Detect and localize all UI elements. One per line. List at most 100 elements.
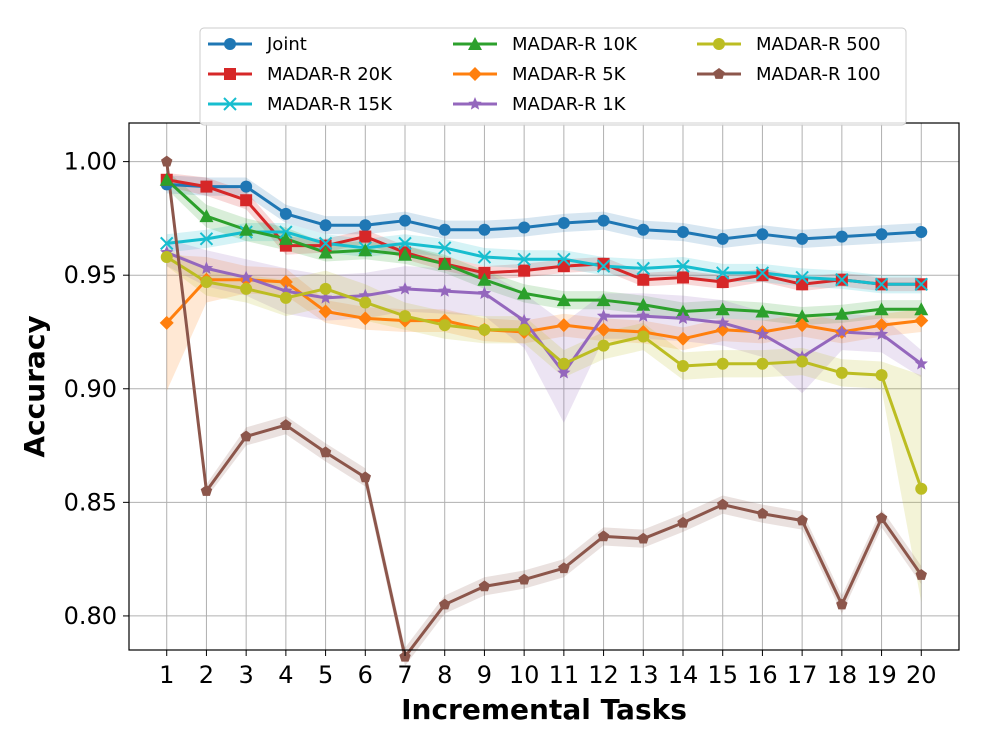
series-6-point — [835, 324, 849, 338]
series-2-point — [756, 269, 769, 282]
x-tick-label: 20 — [906, 661, 937, 689]
series-3-point — [160, 236, 174, 251]
series-4-point — [199, 209, 214, 223]
series-1-point — [796, 232, 809, 245]
legend-entry-6-label: MADAR-R 1K — [512, 94, 627, 115]
x-tick-label: 11 — [549, 661, 580, 689]
legend-entry-5-label: MADAR-R 5K — [512, 64, 627, 85]
series-7-point — [478, 323, 491, 336]
series-2-point — [240, 194, 253, 207]
series-7-point — [796, 355, 809, 368]
series-4-point — [755, 304, 770, 318]
series-1-point — [240, 180, 253, 193]
series-4-point — [715, 302, 730, 316]
series-2-point — [359, 230, 372, 243]
series-5-line — [165, 278, 923, 341]
series-8-point — [319, 446, 332, 458]
series-6-point — [557, 365, 571, 379]
series-6-point — [914, 356, 928, 370]
series-7-point — [676, 360, 689, 373]
series-7-point — [756, 357, 769, 370]
series-6-point — [636, 309, 650, 322]
series-5-point — [596, 322, 611, 337]
series-4-point — [675, 304, 690, 318]
legend-entry-8-label: MADAR-R 100 — [756, 64, 881, 85]
series-4-point — [278, 231, 293, 245]
series-4-point — [437, 256, 452, 270]
legend-entry-7-label: MADAR-R 500 — [756, 34, 881, 55]
series-7-point — [597, 339, 610, 352]
series-3-point — [874, 277, 889, 291]
y-tick-label: 0.95 — [64, 261, 117, 289]
series-7-point — [875, 369, 888, 382]
legend: Joint MADAR-R 20K MADAR-R 15K MADAR-R 10K MA… — [199, 27, 907, 126]
series-4-band — [166, 170, 922, 326]
series-7-point — [716, 357, 729, 370]
x-tick-label: 6 — [358, 661, 373, 689]
series-1-point — [637, 223, 650, 236]
series-3-point — [596, 259, 611, 273]
series-8-point — [200, 484, 213, 496]
y-tick-label: 1.00 — [64, 148, 117, 176]
series-8-point — [439, 598, 451, 610]
series-8-point — [717, 498, 729, 510]
series-5-band — [166, 254, 922, 392]
series-1-point — [557, 216, 570, 229]
y-tick-label: 0.80 — [64, 602, 117, 630]
axis-ticks: 1 2 3 4 5 6 7 8 9 10 11 12 13 14 15 16 17 18 19 200.800.850… — [64, 148, 937, 689]
legend-entry-4-marker — [468, 37, 482, 50]
series-3-point — [795, 270, 809, 285]
x-tick-label: 13 — [628, 661, 659, 689]
legend-entry-6-marker — [468, 97, 482, 110]
series-8-point — [637, 532, 649, 544]
series-8-point — [518, 573, 530, 585]
legend-entry-2-label: MADAR-R 20K — [267, 64, 393, 85]
series-5-point — [556, 318, 571, 333]
series-3-point — [398, 236, 412, 251]
series-6-point — [318, 290, 333, 304]
series-7-point — [557, 357, 570, 370]
series-7-point — [279, 291, 292, 304]
x-tick-label: 18 — [827, 661, 858, 689]
series-1-line — [165, 182, 923, 241]
x-tick-label: 14 — [668, 661, 699, 689]
series-4-point — [795, 309, 810, 323]
series-lines — [165, 160, 923, 659]
series-2-point — [796, 278, 809, 291]
series-7-point — [637, 330, 650, 343]
series-8-point — [875, 512, 888, 524]
series-8-point — [597, 530, 610, 542]
x-tick-label: 15 — [707, 661, 738, 689]
series-3-point — [517, 252, 531, 267]
legend-entry-3-label: MADAR-R 15K — [267, 94, 393, 115]
series-7-band — [166, 247, 922, 603]
x-tick-label: 4 — [278, 661, 293, 689]
legend-entry-1-marker — [224, 38, 236, 50]
y-axis-title: Accuracy — [18, 315, 51, 457]
series-8-point — [399, 650, 411, 662]
series-2-point — [200, 180, 213, 193]
series-4-point — [239, 222, 254, 236]
series-1-point — [518, 221, 531, 234]
x-tick-label: 1 — [159, 661, 174, 689]
legend-entry-4-label: MADAR-R 10K — [512, 34, 638, 55]
series-5-point — [914, 313, 929, 328]
series-7-point — [835, 366, 848, 379]
series-4-point — [596, 293, 611, 307]
series-3-point — [755, 266, 770, 280]
series-4-point — [318, 245, 333, 259]
x-tick-label: 7 — [397, 661, 412, 689]
series-3-point — [716, 266, 730, 280]
series-5-point — [795, 318, 810, 333]
series-3-point — [199, 232, 214, 246]
x-tick-label: 3 — [239, 661, 254, 689]
series-3-point — [318, 236, 333, 251]
series-4-line — [165, 178, 923, 318]
series-4-point — [834, 306, 849, 320]
legend-entry-7-marker — [713, 38, 725, 50]
series-2-point — [716, 276, 729, 289]
x-tick-label: 19 — [866, 661, 897, 689]
series-1-point — [399, 214, 412, 227]
series-6-point — [517, 313, 531, 327]
